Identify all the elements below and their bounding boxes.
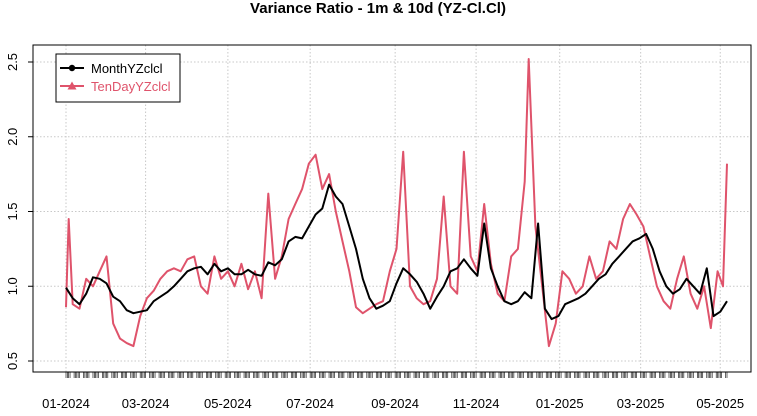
x-tick-label: 09-2024 xyxy=(371,396,419,411)
chart-title: Variance Ratio - 1m & 10d (YZ-Cl.Cl) xyxy=(250,0,506,17)
x-tick-label: 05-2024 xyxy=(204,396,252,411)
y-tick-label: 2.5 xyxy=(5,53,20,71)
plot-frame xyxy=(32,44,752,373)
legend-marker-tenday xyxy=(67,81,77,90)
legend-marker-month xyxy=(68,64,76,72)
series-layer xyxy=(65,58,728,348)
axis-layer: 0.5 1.0 1.5 2.0 2.5 01-2024 03-2024 05-2024 07-2… xyxy=(5,53,744,411)
x-tick-label: 03-2025 xyxy=(617,396,665,411)
series-line-monthyzclcl xyxy=(65,183,728,321)
x-tick-label: 05-2025 xyxy=(696,396,744,411)
y-tick-label: 0.5 xyxy=(5,352,20,370)
y-tick-label: 1.0 xyxy=(5,277,20,295)
legend-label-tenday: TenDayYZclcl xyxy=(91,79,171,94)
x-tick-label: 11-2024 xyxy=(453,396,500,411)
x-tick-label: 03-2024 xyxy=(122,396,170,411)
series-line-tendayyzclcl xyxy=(65,58,728,348)
legend-box xyxy=(55,53,181,103)
x-tick-label: 01-2025 xyxy=(536,396,584,411)
x-tick-label: 07-2024 xyxy=(286,396,334,411)
legend-label-month: MonthYZclcl xyxy=(91,61,163,76)
y-tick-label: 2.0 xyxy=(5,128,20,146)
x-tick-label: 01-2024 xyxy=(42,396,90,411)
y-tick-label: 1.5 xyxy=(5,202,20,220)
legend: MonthYZclcl TenDayYZclcl xyxy=(55,53,181,103)
